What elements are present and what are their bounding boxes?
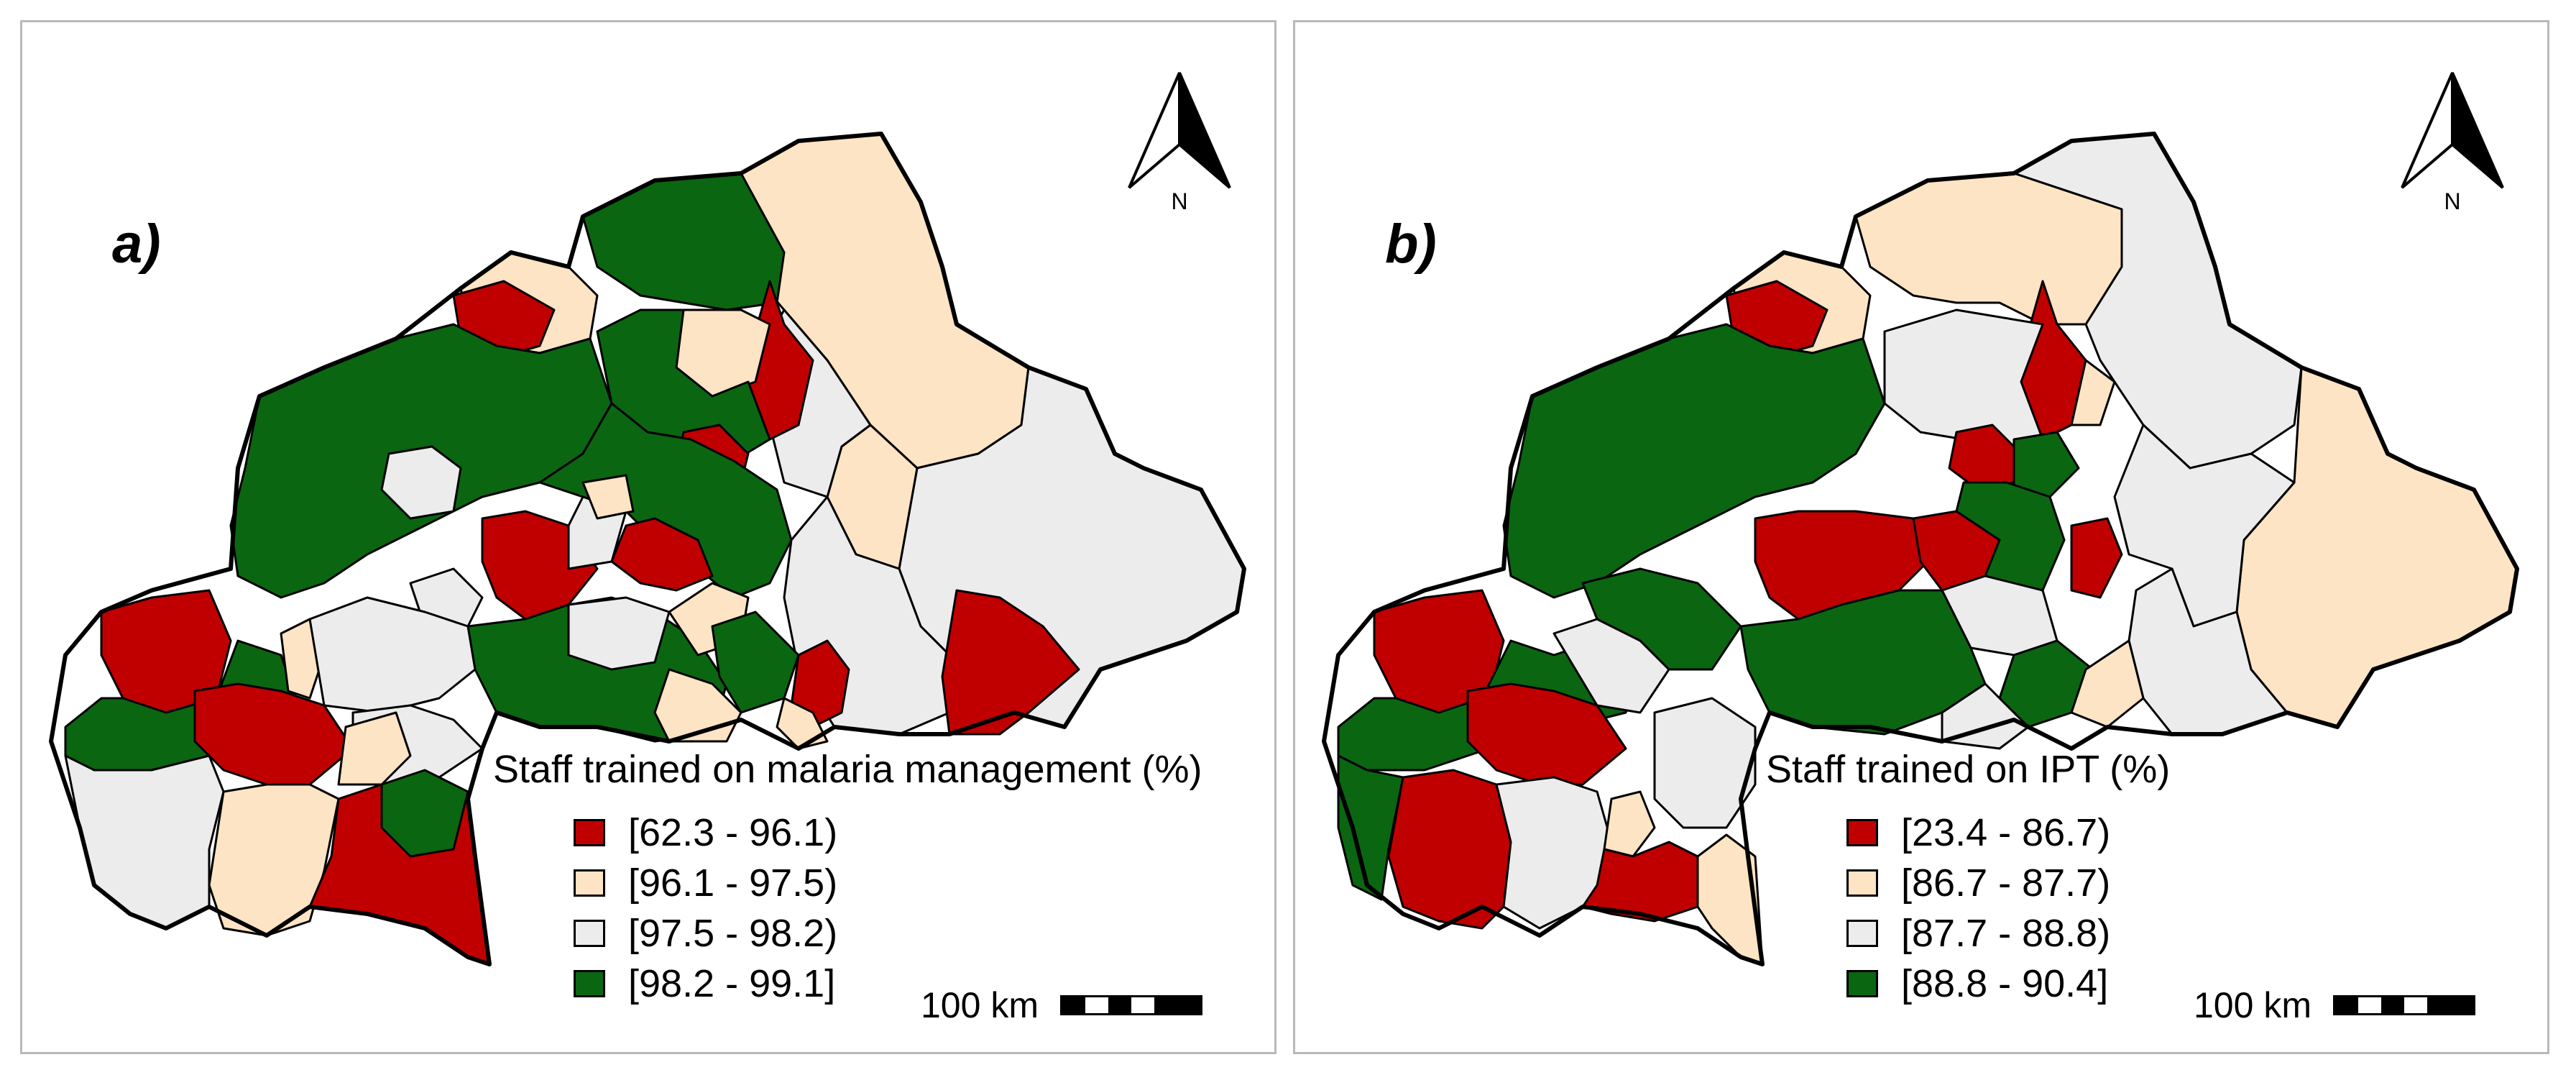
legend-label: [86.7 - 87.7): [1901, 861, 2111, 905]
district: [1466, 682, 1627, 786]
legend-swatch-grey: [574, 920, 605, 947]
legend-item: [62.3 - 96.1): [574, 808, 1202, 858]
scale-bar-graphic: [2332, 995, 2475, 1015]
district: [1581, 567, 1742, 671]
north-label: N: [1171, 188, 1187, 214]
district: [1337, 754, 1404, 901]
district: [380, 445, 462, 520]
legend-swatch-green: [1846, 970, 1878, 997]
map-panel-b: b) N Staff trained on IPT (%) [23.4 - 86…: [1293, 20, 2549, 1054]
legend-swatch-grey: [1846, 920, 1878, 947]
legend-title: Staff trained on IPT (%): [1766, 748, 2171, 791]
district: [64, 754, 225, 930]
district: [337, 711, 412, 786]
legend-label: [23.4 - 86.7): [1901, 811, 2111, 854]
legend: Staff trained on malaria management (%) …: [493, 747, 1202, 1009]
scale-bar: 100 km: [921, 984, 1202, 1026]
legend-label: [87.7 - 88.8): [1901, 912, 2111, 955]
district: [1387, 769, 1512, 930]
north-arrow-icon: N: [2401, 72, 2504, 214]
district: [2070, 517, 2123, 599]
legend-swatch-green: [574, 970, 605, 997]
legend-title: Staff trained on malaria management (%): [493, 748, 1202, 791]
district: [1502, 323, 1886, 599]
district-map-b: [1322, 132, 2519, 966]
legend-label: [98.2 - 99.1]: [628, 962, 836, 1005]
legend-swatch-red: [1846, 819, 1878, 846]
panel-label: b): [1385, 214, 1437, 275]
legend-item: [97.5 - 98.2): [574, 908, 1202, 959]
district: [2070, 359, 2116, 426]
legend-label: [88.8 - 90.4]: [1901, 962, 2109, 1005]
district: [1581, 841, 1699, 923]
district: [308, 596, 477, 714]
legend-label: [97.5 - 98.2): [628, 912, 838, 955]
north-arrow-icon: N: [1128, 72, 1231, 214]
legend-item: [23.4 - 86.7): [1846, 808, 2170, 858]
legend-swatch-cream: [1846, 869, 1878, 897]
legend-item: [87.7 - 88.8): [1846, 908, 2170, 959]
district: [776, 697, 829, 750]
north-label: N: [2444, 188, 2460, 214]
district: [653, 668, 742, 743]
district: [208, 783, 340, 937]
legend-swatch-cream: [574, 869, 605, 897]
legend: Staff trained on IPT (%) [23.4 - 86.7) […: [1766, 747, 2170, 1009]
district: [2070, 639, 2145, 728]
district-map-a: [49, 132, 1246, 966]
district: [1603, 790, 1656, 858]
map-panel-a: a) N Staff trained on malaria management…: [20, 20, 1276, 1054]
district: [1941, 682, 2030, 750]
legend-item: [88.8 - 90.4]: [1846, 959, 2170, 1009]
scale-label: 100 km: [2194, 985, 2312, 1025]
legend-item: [96.1 - 97.5): [574, 858, 1202, 908]
legend-item: [98.2 - 99.1]: [574, 959, 1202, 1009]
scale-bar-graphic: [1059, 995, 1202, 1015]
district: [581, 474, 635, 520]
legend-label: [62.3 - 96.1): [628, 811, 838, 854]
district: [2012, 431, 2080, 498]
district: [567, 596, 671, 671]
district: [610, 517, 714, 592]
legend-item: [86.7 - 87.7): [1846, 858, 2170, 908]
scale-bar: 100 km: [2194, 984, 2475, 1026]
district: [941, 589, 1080, 736]
district: [380, 769, 469, 858]
legend-label: [96.1 - 97.5): [628, 861, 838, 905]
legend-swatch-red: [574, 819, 605, 846]
panel-label: a): [112, 214, 161, 275]
scale-label: 100 km: [921, 985, 1039, 1025]
